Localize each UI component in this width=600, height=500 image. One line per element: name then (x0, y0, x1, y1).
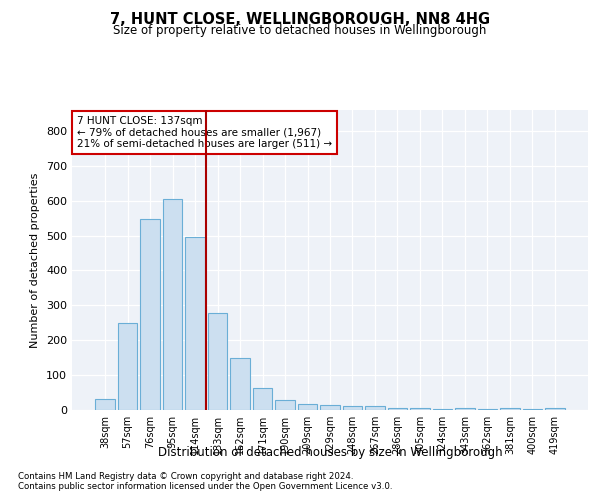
Text: Contains public sector information licensed under the Open Government Licence v3: Contains public sector information licen… (18, 482, 392, 491)
Text: Contains HM Land Registry data © Crown copyright and database right 2024.: Contains HM Land Registry data © Crown c… (18, 472, 353, 481)
Bar (433, 408, 452, 410)
Bar (208, 313, 227, 410)
Bar (410, 408, 430, 410)
Y-axis label: Number of detached properties: Number of detached properties (31, 172, 40, 348)
Text: Distribution of detached houses by size in Wellingborough: Distribution of detached houses by size … (158, 446, 502, 459)
Bar (343, 406, 362, 410)
Bar (140, 219, 160, 410)
Bar (95, 399, 115, 410)
Bar (163, 199, 182, 410)
Text: 7, HUNT CLOSE, WELLINGBOROUGH, NN8 4HG: 7, HUNT CLOSE, WELLINGBOROUGH, NN8 4HG (110, 12, 490, 28)
Bar (500, 408, 520, 410)
Bar (275, 400, 295, 410)
Bar (230, 358, 250, 410)
Bar (388, 408, 407, 410)
Bar (545, 408, 565, 410)
Text: 7 HUNT CLOSE: 137sqm
← 79% of detached houses are smaller (1,967)
21% of semi-de: 7 HUNT CLOSE: 137sqm ← 79% of detached h… (77, 116, 332, 149)
Text: Size of property relative to detached houses in Wellingborough: Size of property relative to detached ho… (113, 24, 487, 37)
Bar (478, 408, 497, 410)
Bar (118, 324, 137, 410)
Bar (320, 406, 340, 410)
Bar (455, 408, 475, 410)
Bar (253, 388, 272, 410)
Bar (185, 238, 205, 410)
Bar (365, 406, 385, 410)
Bar (298, 404, 317, 410)
